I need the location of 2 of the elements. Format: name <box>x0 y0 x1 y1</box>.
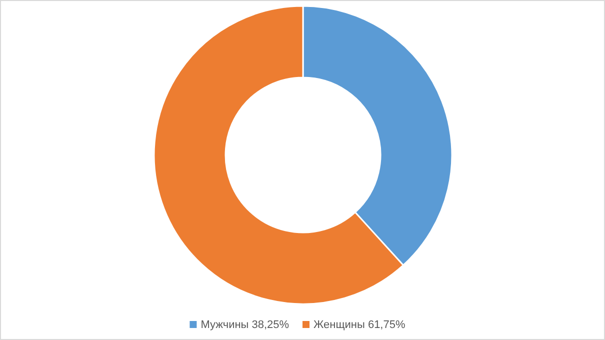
legend-label: Женщины 61,75% <box>314 319 406 331</box>
legend-label: Мужчины 38,25% <box>200 319 290 331</box>
